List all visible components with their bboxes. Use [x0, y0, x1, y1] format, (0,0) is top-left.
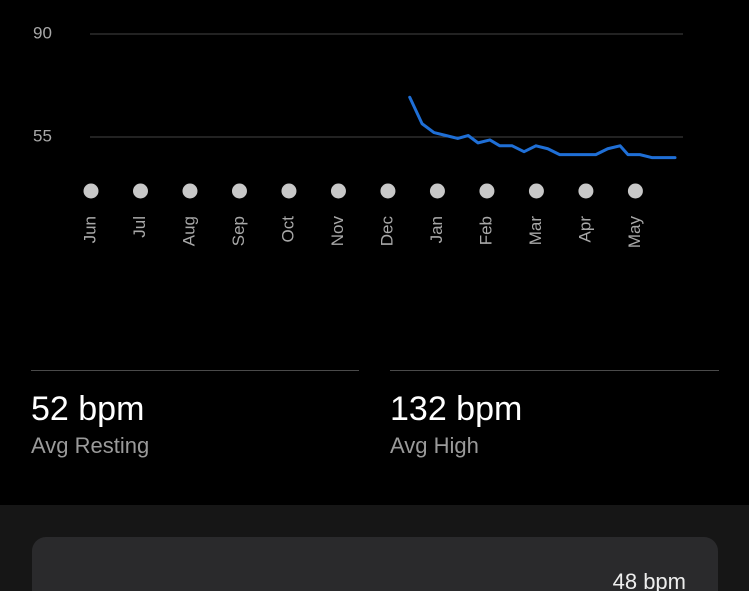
x-tick-label: May [625, 216, 644, 249]
stat-value: 132 bpm [390, 390, 523, 428]
x-tick-dot [231, 183, 247, 199]
x-tick-label: Apr [575, 216, 594, 243]
divider [31, 370, 359, 371]
lower-panel: 48 bpm [0, 505, 749, 591]
x-tick-dot [429, 183, 445, 199]
x-tick-dot [578, 183, 594, 199]
y-tick-label: 55 [33, 126, 52, 145]
x-tick-dot [627, 183, 643, 199]
line [408, 95, 677, 160]
x-tick-label: Aug [179, 216, 198, 246]
y-tick-label: 90 [33, 23, 52, 42]
x-tick-label: Oct [278, 216, 297, 243]
x-tick-dot [281, 183, 297, 199]
divider [390, 370, 719, 371]
x-tick-label: Jun [80, 216, 99, 243]
x-tick-label: Mar [526, 216, 545, 246]
x-tick-label: Nov [328, 216, 347, 247]
x-tick-label: Jan [427, 216, 446, 243]
x-tick-label: Sep [229, 216, 248, 246]
card-value: 48 bpm [612, 569, 686, 591]
x-tick-dot [528, 183, 544, 199]
x-tick-dot [330, 183, 346, 199]
stat-label: Avg Resting [31, 433, 150, 458]
stat-value: 52 bpm [31, 390, 145, 428]
x-tick-dot [182, 183, 198, 199]
x-tick-label: Feb [476, 216, 495, 245]
x-tick-dot [479, 183, 495, 199]
x-tick-label: Dec [377, 216, 396, 247]
x-tick-dot [380, 183, 396, 199]
stat-label: Avg High [390, 433, 479, 458]
x-tick-dot [83, 183, 99, 199]
card[interactable]: 48 bpm [32, 537, 718, 591]
x-tick-dot [132, 183, 148, 199]
chart: 55 90 Jun Jul Aug Sep Oct Nov Dec Jan Feb Mar Apr May… [33, 23, 683, 249]
x-tick-label: Jul [130, 216, 149, 238]
